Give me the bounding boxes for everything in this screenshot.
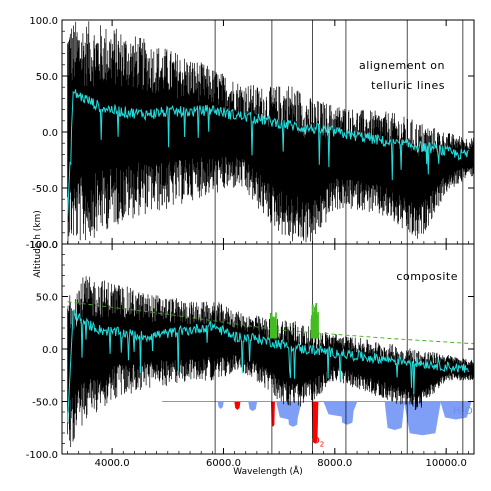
- emission-peak-1: [310, 303, 319, 339]
- H2O-absorption-band-7: [404, 401, 441, 436]
- top-panel-data: [67, 20, 474, 244]
- bottom-panel-ticks: 100.0 50.0 0.0 -50.0 -100.0: [26, 240, 474, 461]
- x-tick-labels: 4000.0 6000.0 8000.0 10000.0: [95, 458, 467, 469]
- molecule-label-0: O2: [312, 436, 324, 449]
- top-raw-spectrum: [67, 21, 474, 244]
- top-y-tick-label-4: -100.0: [26, 240, 58, 251]
- y-axis-title: Altitude h (km): [33, 210, 43, 278]
- emission-peak-0: [270, 312, 278, 339]
- composite-fit-line: [67, 301, 474, 345]
- top-y-tick-label-3: -50.0: [32, 184, 58, 195]
- bottom-y-tick-label-1: 50.0: [36, 293, 58, 304]
- top-panel-annotation-line-1: alignement on: [359, 59, 445, 72]
- molecule-label-1: H2O: [453, 406, 473, 419]
- molecule-labels: O2 H2O: [312, 406, 473, 448]
- bottom-y-tick-label-4: -100.0: [26, 450, 58, 461]
- bottom-panel-data: [67, 244, 474, 454]
- x-axis-title: Wavelength (Å): [233, 465, 302, 477]
- H2O-absorption-band-1: [248, 401, 258, 412]
- top-mean-spectrum: [67, 89, 469, 217]
- H2O-absorption-band-3: [287, 401, 299, 427]
- bottom-y-tick-label-2: 0.0: [42, 345, 58, 356]
- H2O-absorption-band-5: [340, 401, 355, 425]
- H2O-absorption-band-0: [217, 401, 224, 410]
- x-tick-label-0: 4000.0: [95, 458, 130, 469]
- bottom-y-tick-label-3: -50.0: [32, 398, 58, 409]
- x-tick-label-2: 8000.0: [317, 458, 352, 469]
- bottom-panel: 100.0 50.0 0.0 -50.0 -100.0 composite O2 H2O: [26, 240, 475, 461]
- top-y-tick-label-1: 50.0: [36, 72, 58, 83]
- bottom-raw-spectrum: [67, 276, 474, 447]
- top-panel: 100.0 50.0 0.0 -50.0 -100.0 alignement on te…: [26, 16, 475, 251]
- x-tick-label-1: 6000.0: [206, 458, 241, 469]
- bottom-panel-annotation: composite: [396, 270, 458, 283]
- top-y-tick-label-0: 100.0: [29, 16, 58, 27]
- bottom-y-tick-label-0: 100.0: [29, 240, 58, 251]
- x-tick-label-3: 10000.0: [425, 458, 466, 469]
- top-panel-ticks: 100.0 50.0 0.0 -50.0 -100.0: [26, 16, 474, 251]
- top-panel-annotation-line-2: telluric lines: [371, 79, 445, 92]
- bottom-mean-spectrum: [67, 309, 469, 423]
- top-y-tick-label-2: 0.0: [42, 128, 58, 139]
- H2O-absorption-band-6: [384, 401, 405, 431]
- O2-absorption-band-0: [234, 401, 241, 411]
